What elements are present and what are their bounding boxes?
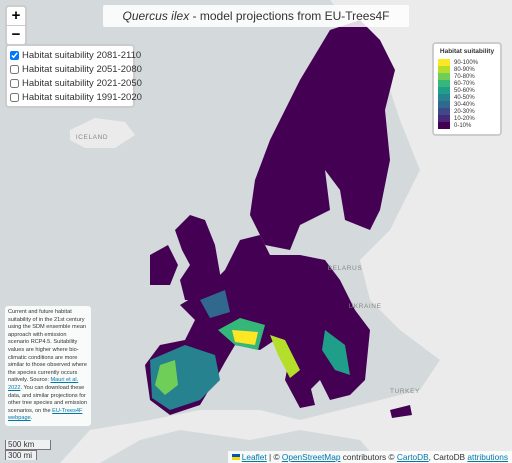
scale-mi: 300 mi [5,450,37,460]
legend-label: 30-40% [454,101,475,108]
legend-swatch [438,122,450,129]
attr-mid: contributors © [340,452,397,462]
suitability-high [150,290,350,410]
layer-label: Habitat suitability 1991-2020 [22,91,142,103]
scale-km: 500 km [5,440,51,450]
legend-label: 40-50% [454,94,475,101]
legend-swatch [438,87,450,94]
zoom-out[interactable]: − [7,25,25,44]
attr-link[interactable]: attributions [467,452,508,462]
legend-label: 50-60% [454,87,475,94]
iceland [70,118,135,148]
legend-item: 10-20% [438,115,496,122]
place-label: UKRAINE [348,303,381,310]
legend-swatch [438,73,450,80]
legend-label: 80-90% [454,66,475,73]
info-text: Current and future habitat suitability o… [8,309,87,384]
legend-swatch [438,59,450,66]
legend-label: 0-10% [454,122,472,129]
legend-label: 20-30% [454,108,475,115]
legend-item: 40-50% [438,94,496,101]
attr-comma: , CartoDB [428,452,468,462]
download-link[interactable]: EU-Trees4F webpage [8,407,83,422]
layer-checkbox[interactable] [10,78,19,88]
layer-checkbox[interactable] [10,64,19,74]
legend-swatch [438,94,450,101]
leaflet-link[interactable]: Leaflet [241,452,267,462]
source-end: . [20,384,23,391]
layer-label: Habitat suitability 2021-2050 [22,77,142,89]
download-text: You can download these data, and similar… [8,384,87,414]
layer-option[interactable]: Habitat suitability 2021-2050 [10,76,142,90]
carto-link[interactable]: CartoDB [396,452,429,462]
place-label: TURKEY [390,388,420,395]
layer-control: Habitat suitability 2081-2110 Habitat sui… [5,44,142,108]
layer-checkbox[interactable] [10,50,19,60]
legend-label: 90-100% [454,59,479,66]
zoom-in[interactable]: + [11,7,21,24]
map-title: Quercus ilex - model projections from EU… [103,5,409,27]
species: Quercus ilex [122,9,190,23]
info-box: Current and future habitat suitability o… [5,306,91,426]
layer-option[interactable]: Habitat suitability 2051-2080 [10,62,142,76]
land [60,0,512,463]
legend-label: 60-70% [454,80,475,87]
layer-checkbox[interactable] [10,92,19,102]
place-label: ICELAND [76,134,108,141]
download-end: . [30,415,33,422]
legend-item: 80-90% [438,66,496,73]
legend: Habitat suitability 90-100% 80-90% 70-80% 60… [432,42,502,136]
legend-item: 60-70% [438,80,496,87]
osm-link[interactable]: OpenStreetMap [281,452,341,462]
layer-label: Habitat suitability 2051-2080 [22,63,142,75]
legend-item: 50-60% [438,87,496,94]
legend-swatch [438,101,450,108]
legend-label: 70-80% [454,73,475,80]
zoom-control: + − [5,5,27,46]
legend-item: 70-80% [438,73,496,80]
flag-icon [231,454,240,460]
legend-item: 20-30% [438,108,496,115]
title-rest: - model projections from EU-Trees4F [189,9,390,23]
source: Source: [29,377,51,384]
place-label: BELARUS [328,265,363,272]
legend-label: 10-20% [454,115,475,122]
legend-item: 0-10% [438,122,496,129]
attribution: Leaflet | © OpenStreetMap contributors ©… [227,451,512,463]
source-link[interactable]: Mauri et al. 2022 [8,377,79,391]
legend-swatch [438,115,450,122]
layer-label: Habitat suitability 2081-2110 [22,49,142,61]
attr-sep: | © [266,452,282,462]
legend-swatch [438,80,450,87]
legend-title: Habitat suitability [439,48,495,55]
layer-option[interactable]: Habitat suitability 2081-2110 [10,48,141,62]
layer-option[interactable]: Habitat suitability 1991-2020 [10,90,142,104]
legend-swatch [438,66,450,73]
scale-bar: 500 km 300 mi [5,440,51,460]
legend-swatch [438,108,450,115]
legend-item: 30-40% [438,101,496,108]
legend-item: 90-100% [438,59,496,66]
